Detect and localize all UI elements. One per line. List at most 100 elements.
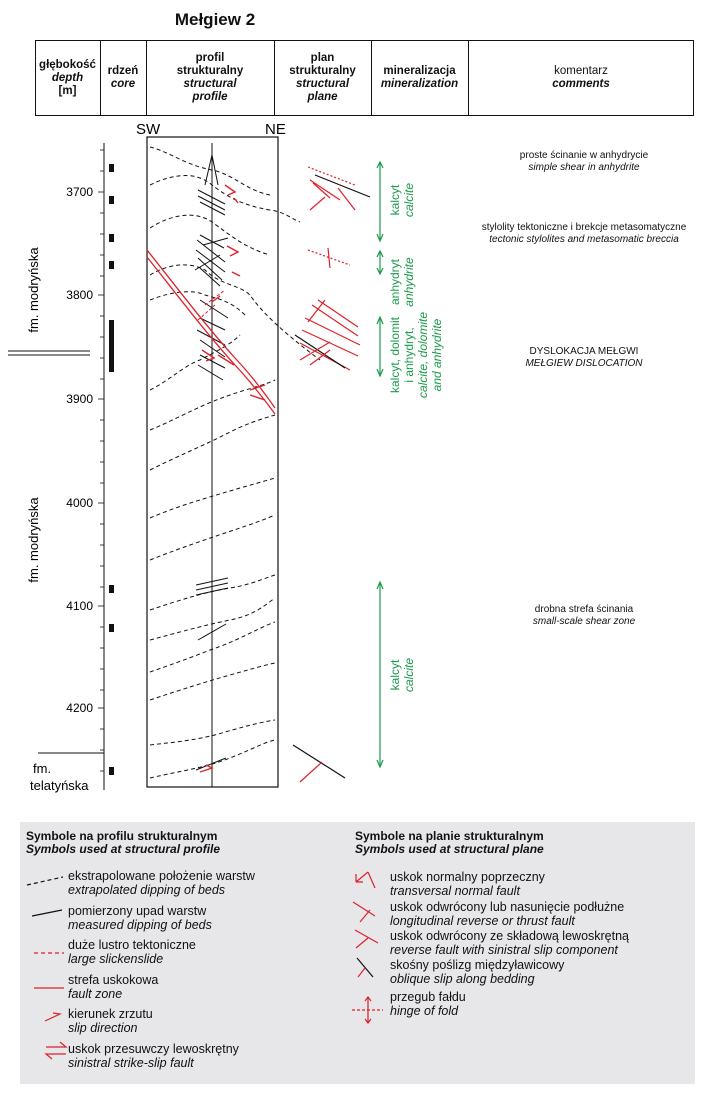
legend-profile-item-4-en: fault zone — [68, 987, 123, 1001]
legend-plane-item-2-pl: uskok odwrócony lub nasunięcie podłużne — [390, 900, 625, 914]
header-mineralization-pl: mineralizacja — [383, 65, 456, 77]
extrapolated-beds — [149, 146, 321, 779]
legend-plane-item-4-pl: skośny poślizg międzyławicowy — [390, 958, 565, 972]
header-divider — [100, 40, 101, 116]
min-label-3-pl2: i anhydryt, — [402, 327, 416, 382]
comment-2-pl: stylolity tektoniczne i brekcje metasoma… — [481, 222, 687, 233]
header-comments: komentarz comments — [468, 40, 694, 116]
min-label-4-en: calcite — [402, 658, 416, 692]
legend-profile-item-3-pl: duże lustro tektoniczne — [68, 938, 196, 952]
legend-profile-item-1-pl: ekstrapolowane położenie warstw — [68, 869, 255, 883]
header-divider — [146, 40, 147, 116]
depth-minor-ticks — [98, 149, 104, 772]
formation-bottom-1: fm. — [33, 761, 51, 776]
depth-tick-3700: 3700 — [66, 185, 93, 199]
header-mineralization-en: mineralization — [380, 78, 459, 90]
legend-plane-heading-en: Symbols used at structural plane — [355, 842, 544, 856]
legend-profile-item-3-en: large slickenslide — [68, 952, 164, 966]
legend-profile-item-2-pl: pomierzony upad warstw — [68, 904, 207, 918]
header-plane: plan strukturalny structural plane — [274, 40, 371, 116]
header-plane-en2: plane — [307, 91, 338, 103]
legend-profile-item-3: duże lustro tektoniczne large slickensli… — [68, 938, 196, 966]
legend-box — [20, 822, 695, 1084]
legend-plane-item-2: uskok odwrócony lub nasunięcie podłużne … — [390, 900, 624, 928]
header-depth-en: depth — [51, 71, 84, 84]
header-divider — [371, 40, 372, 116]
legend-profile-item-2-en: measured dipping of beds — [68, 918, 212, 932]
comment-4-pl: drobna strefa ścinania — [534, 604, 634, 615]
header-core: rdzeń core — [100, 40, 146, 116]
legend-plane-item-5: przegub fałdu hinge of fold — [390, 990, 466, 1018]
extrapolated-beds-symbol — [26, 876, 64, 886]
min-label-3-pl1: kalcyt, dolomit — [388, 316, 402, 393]
header-table — [35, 40, 694, 116]
header-profile-en1: structural — [183, 78, 237, 90]
header-divider — [468, 40, 469, 116]
measured-beds — [194, 154, 229, 771]
legend-plane-item-1-pl: uskok normalny poprzeczny — [390, 870, 545, 884]
legend-profile-item-1-en: extrapolated dipping of beds — [68, 883, 226, 897]
depth-tick-3900: 3900 — [66, 392, 93, 406]
depth-tick-3800: 3800 — [66, 288, 93, 302]
comment-4-en: small-scale shear zone — [532, 616, 636, 627]
legend-profile-item-6-en: sinistral strike-slip fault — [68, 1056, 194, 1070]
formation-lower: fm. modryńska — [26, 497, 41, 583]
legend-plane-heading-pl: Symbole na planie strukturalnym — [355, 829, 544, 843]
min-label-2-pl: anhydryt — [388, 258, 402, 305]
slickenslide — [197, 289, 226, 321]
label-sw: SW — [136, 121, 161, 138]
depth-tick-4100: 4100 — [66, 599, 93, 613]
depth-tick-4200: 4200 — [66, 701, 93, 715]
structural-diagram: SW NE 3700 3800 3900 4000 4100 4200 fm. … — [8, 121, 444, 793]
depth-tick-4000: 4000 — [66, 496, 93, 510]
normal-fault-icon — [355, 871, 369, 883]
legend-plane-item-5-pl: przegub fałdu — [390, 990, 466, 1004]
core-marks — [109, 164, 114, 775]
legend-profile-item-5: kierunek zrzutu slip direction — [68, 1007, 153, 1035]
reverse-fault-icon — [352, 901, 376, 917]
header-profile-pl1: profil — [195, 52, 225, 64]
label-ne: NE — [265, 121, 286, 138]
comment-3-en: MEŁGIEW DISLOCATION — [525, 358, 643, 369]
comment-1-en: simple shear in anhydrite — [528, 162, 640, 173]
min-label-4-pl: kalcyt — [388, 659, 402, 690]
diagram-title: Mełgiew 2 — [174, 10, 256, 29]
min-label-3-en2: and anhydrite — [430, 318, 444, 391]
comment-2: stylolity tektoniczne i brekcje metasoma… — [471, 222, 697, 246]
fault-zone — [146, 249, 276, 415]
strike-slip-icon — [44, 1041, 68, 1060]
legend-symbols — [26, 871, 383, 1060]
header-depth-pl: głębokość — [39, 58, 96, 71]
legend-plane-item-2-en: longitudinal reverse or thrust fault — [390, 914, 575, 928]
mineralization-ranges — [376, 160, 384, 769]
legend-plane-item-3-en: reverse fault with sinistral slip compon… — [390, 943, 618, 957]
header-core-en: core — [110, 78, 136, 90]
legend-plane-item-5-en: hinge of fold — [390, 1004, 459, 1018]
legend-plane-item-4-en: oblique slip along bedding — [390, 972, 535, 986]
legend-profile-item-6: uskok przesuwczy lewoskrętny sinistral s… — [68, 1042, 239, 1070]
legend-profile-item-4: strefa uskokowa fault zone — [68, 973, 158, 1001]
comment-3-pl: DYSLOKACJA MEŁGWI — [529, 346, 639, 357]
legend-plane-heading: Symbole na planie strukturalnym Symbols … — [355, 830, 544, 856]
min-label-1-pl: kalcyt — [388, 184, 402, 215]
header-plane-en1: structural — [295, 78, 350, 90]
legend-plane-item-3: uskok odwrócony ze składową lewoskrętną … — [390, 929, 629, 957]
slip-direction-icon — [44, 1012, 63, 1022]
legend-profile-item-5-pl: kierunek zrzutu — [68, 1007, 153, 1021]
header-plane-pl2: strukturalny — [289, 65, 356, 77]
min-label-2-en: anhydrite — [402, 257, 416, 307]
formation-bottom-2: telatyńska — [30, 778, 89, 793]
legend-plane-item-4: skośny poślizg międzyławicowy oblique sl… — [390, 958, 564, 986]
header-depth-unit: [m] — [58, 84, 77, 97]
legend-profile-heading-pl: Symbole na profilu strukturalnym — [26, 829, 218, 843]
measured-beds-symbol — [31, 909, 63, 917]
comment-1-pl: proste ścinanie w anhydrycie — [519, 150, 649, 161]
comment-3: DYSLOKACJA MEŁGWI MEŁGIEW DISLOCATION — [474, 346, 694, 370]
plane-symbols — [292, 166, 371, 783]
sinistral-reverse-icon — [354, 929, 379, 944]
legend-profile-item-1: ekstrapolowane położenie warstw extrapol… — [68, 869, 255, 897]
comment-1: proste ścinanie w anhydrycie simple shea… — [474, 150, 694, 174]
header-divider — [274, 40, 275, 116]
formation-upper: fm. modryńska — [26, 247, 41, 333]
header-profile-en2: profile — [192, 91, 228, 103]
